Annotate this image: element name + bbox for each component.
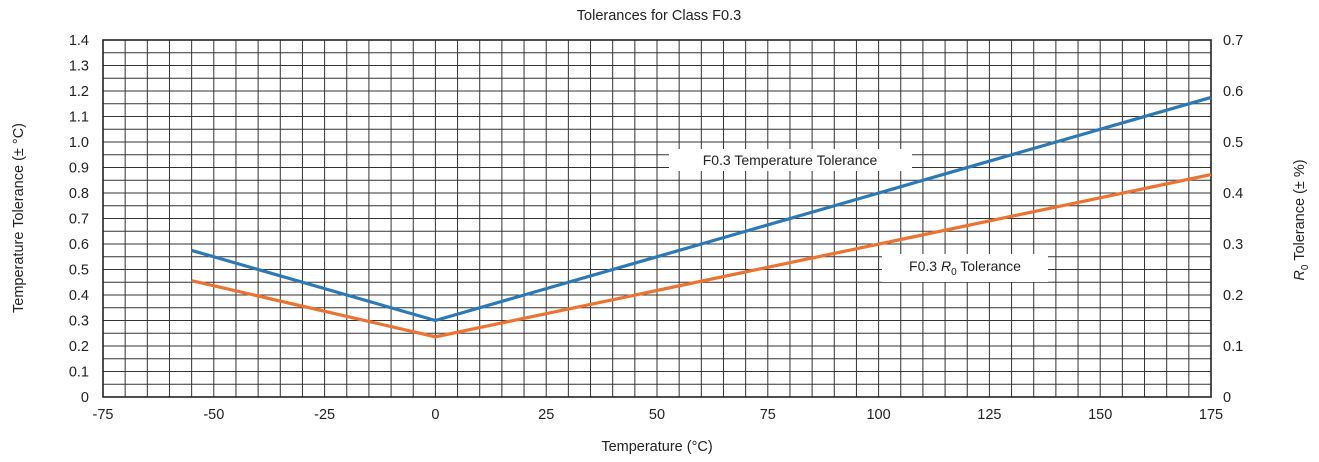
y-tick-label: 0.3: [69, 314, 89, 330]
x-tick-label: 175: [1199, 407, 1223, 423]
y2-tick-label: 0.1: [1223, 339, 1243, 355]
y2-tick-label: 0.5: [1223, 135, 1243, 151]
y-tick-label: 0.8: [69, 186, 89, 202]
y-tick-label: 0.4: [69, 288, 89, 304]
y-tick-label: 1.0: [69, 135, 89, 151]
y-tick-label: 0.2: [69, 339, 89, 355]
y-tick-label: 1.4: [69, 33, 89, 49]
series-label-temperature-text: F0.3 Temperature Tolerance: [703, 152, 878, 168]
y2-tick-label: 0.7: [1223, 33, 1243, 49]
x-tick-label: 100: [866, 407, 890, 423]
series-label-temperature-box: [669, 149, 912, 171]
y-tick-labels: 0 0.1 0.2 0.3 0.4 0.5 0.6 0.7 0.8 0.9 1.0 1.1 1.2 1.3…: [69, 33, 89, 406]
y2-tick-label: 0.3: [1223, 237, 1243, 253]
plot-frame: [102, 39, 1212, 398]
x-tick-label: -50: [203, 407, 224, 423]
x-tick-label: 75: [760, 407, 776, 423]
chart-title: Tolerances for Class F0.3: [577, 8, 741, 24]
x-tick-label: 50: [649, 407, 665, 423]
x-axis-title: Temperature (°C): [601, 439, 712, 455]
y2-tick-label: 0.6: [1223, 84, 1243, 100]
series-label-temperature: F0.3 Temperature Tolerance: [669, 149, 912, 171]
x-tick-label: -75: [93, 407, 114, 423]
x-tick-label: 25: [538, 407, 554, 423]
series-label-r0-box: [882, 254, 1048, 282]
series-label-r0-text: F0.3 R0 Tolerance: [909, 258, 1021, 278]
y-tick-label: 0.9: [69, 161, 89, 177]
x-tick-label: -25: [314, 407, 335, 423]
y-tick-label: 0.5: [69, 263, 89, 279]
y-tick-label: 0.7: [69, 212, 89, 228]
x-tick-label: 150: [1088, 407, 1112, 423]
y2-tick-label: 0.2: [1223, 288, 1243, 304]
series-label-r0: F0.3 R0 Tolerance: [882, 254, 1048, 282]
y2-axis-title-text: Tolerance (± %): [1292, 159, 1308, 264]
x-tick-label: 125: [977, 407, 1001, 423]
y2-tick-label: 0: [1223, 390, 1231, 406]
series-label-r0-symbol: R: [941, 258, 951, 274]
y2-axis-title-symbol: R: [1292, 270, 1308, 281]
x-tick-labels: -75 -50 -25 0 25 50 75 100 125 150 175: [93, 407, 1224, 423]
x-tick-label: 0: [431, 407, 439, 423]
y2-tick-label: 0.4: [1223, 186, 1243, 202]
series-line-r0-tolerance: [191, 173, 1212, 339]
y-tick-label: 1.1: [69, 110, 89, 126]
series-label-r0-suffix: Tolerance: [957, 258, 1022, 274]
series-line-temperature-tolerance: [191, 95, 1212, 323]
y2-axis-title-subscript: 0: [1300, 264, 1311, 270]
y2-axis-title: R0 Tolerance (± %): [1292, 159, 1311, 280]
grid: [103, 40, 1211, 397]
y-tick-label: 1.3: [69, 59, 89, 75]
y-axis-title: Temperature Tolerance (± °C): [11, 123, 27, 313]
y-tick-label: 0.1: [69, 365, 89, 381]
series-lines: [191, 95, 1212, 339]
y-tick-label: 1.2: [69, 84, 89, 100]
y-tick-label: 0: [81, 390, 89, 406]
series-label-r0-prefix: F0.3: [909, 258, 941, 274]
y2-tick-labels: 0 0.1 0.2 0.3 0.4 0.5 0.6 0.7: [1223, 33, 1243, 406]
y-tick-label: 0.6: [69, 237, 89, 253]
series-label-r0-subscript: 0: [951, 267, 957, 278]
